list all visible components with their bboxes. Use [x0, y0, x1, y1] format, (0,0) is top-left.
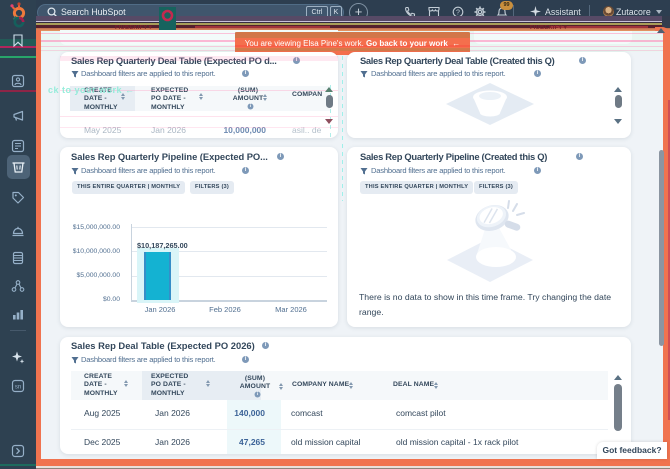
svg-text:?: ?: [456, 9, 460, 16]
svg-text:sn: sn: [15, 384, 21, 390]
